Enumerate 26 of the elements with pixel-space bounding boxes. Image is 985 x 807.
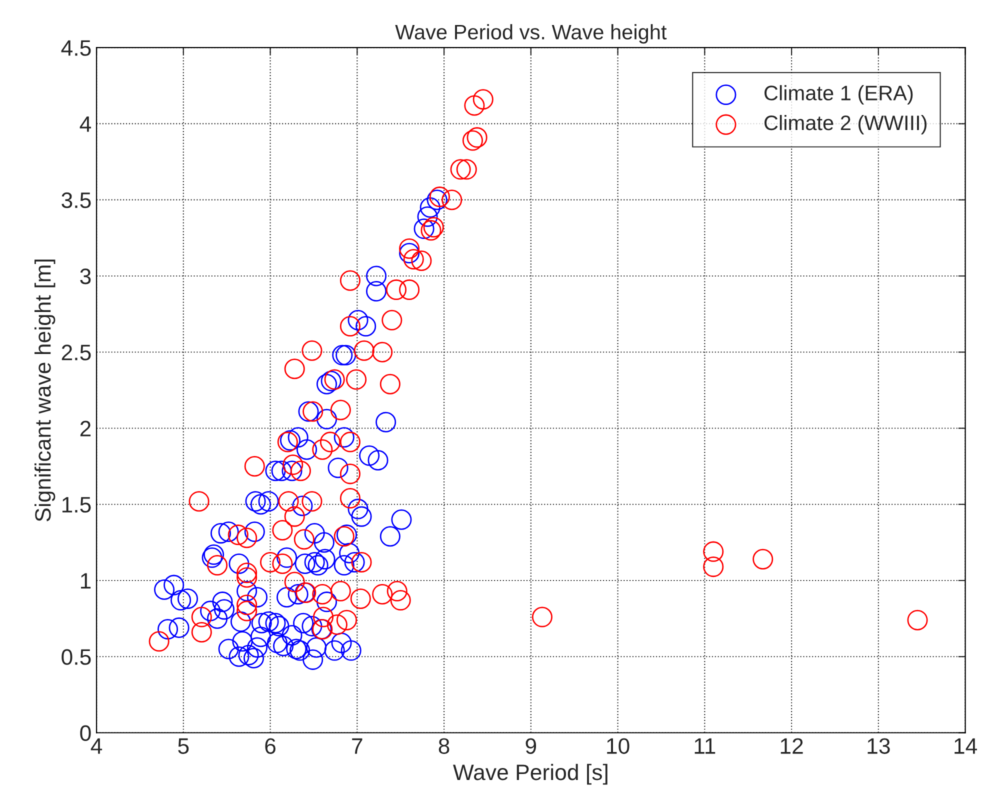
x-tick-label: 4 [90, 738, 102, 754]
x-tick-label: 11 [694, 738, 716, 754]
y-tick-label: 4 [80, 116, 92, 132]
x-tick-label: 6 [265, 738, 276, 754]
legend-label: Climate 2 (WWIII) [764, 114, 927, 134]
x-tick-label: 7 [352, 738, 362, 754]
x-tick-label: 8 [438, 738, 450, 754]
y-tick-label: 3.5 [62, 192, 91, 208]
x-tick-label: 14 [954, 738, 978, 754]
x-tick-label: 5 [178, 738, 189, 754]
y-tick-label: 2 [80, 420, 91, 436]
chart-title: Wave Period vs. Wave height [395, 24, 667, 44]
x-tick-label: 12 [780, 738, 803, 754]
y-tick-label: 0 [80, 725, 91, 742]
y-tick-label: 4.5 [61, 40, 91, 56]
y-tick-label: 1 [81, 573, 91, 589]
y-tick-label: 0.5 [62, 649, 91, 665]
y-axis-title: Significant wave height [m] [34, 260, 56, 522]
x-tick-label: 13 [868, 738, 890, 754]
y-tick-label: 3 [80, 268, 91, 284]
x-tick-label: 9 [526, 738, 536, 754]
x-axis-title: Wave Period [s] [453, 764, 608, 785]
y-tick-label: 1.5 [62, 497, 91, 513]
legend-label: Climate 1 (ERA) [764, 85, 913, 105]
y-tick-label: 2.5 [62, 344, 91, 360]
x-tick-label: 10 [607, 738, 630, 754]
